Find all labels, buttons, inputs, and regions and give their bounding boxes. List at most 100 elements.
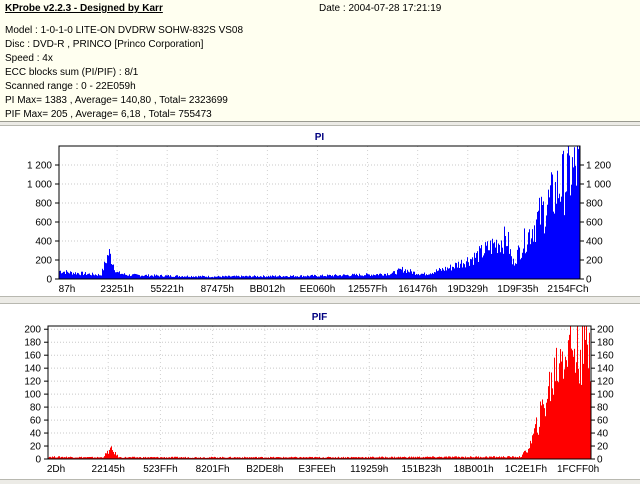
data-bar [160,457,161,459]
data-bar [113,264,114,279]
data-bar [387,457,388,459]
data-bar [115,452,116,459]
data-bar [489,250,490,279]
data-bar [323,457,324,459]
data-bar [173,276,174,279]
data-bar [575,165,576,279]
data-bar [550,185,551,279]
data-bar [412,273,413,279]
data-bar [348,275,349,279]
data-bar [99,275,100,279]
data-bar [568,340,569,459]
data-bar [264,276,265,279]
y-tick-label-right: 120 [597,377,614,388]
data-bar [197,277,198,279]
data-bar [347,456,348,459]
data-bar [162,276,163,279]
data-bar [326,457,327,459]
data-bar [82,457,83,459]
data-bar [215,457,216,459]
data-bar [429,274,430,279]
disc-info: Disc : DVD-R , PRINCO [Princo Corporatio… [5,39,204,50]
data-bar [487,241,488,279]
data-bar [60,457,61,459]
data-bar [557,170,558,279]
data-bar [187,457,188,459]
data-bar [572,350,573,459]
data-bar [340,457,341,459]
data-bar [254,275,255,279]
data-bar [325,276,326,279]
data-bar [387,273,388,279]
data-bar [559,193,560,279]
data-bar [495,457,496,459]
data-bar [277,457,278,459]
data-bar [343,274,344,279]
y-tick-label-right: 1 200 [586,161,611,172]
data-bar [89,273,90,279]
data-bar [477,251,478,279]
data-bar [304,276,305,279]
y-tick-label-left: 100 [24,390,41,401]
data-bar [124,457,125,459]
y-tick-label-right: 200 [597,325,614,336]
data-bar [461,456,462,459]
data-bar [510,456,511,459]
pi-chart-panel: PI 0 0 200 200 400 400 600 600 800 800 1 000 1 000 1 … [0,125,640,297]
data-bar [104,261,105,279]
data-bar [52,456,53,459]
data-bar [64,271,65,279]
data-bar [481,457,482,459]
data-bar [448,456,449,459]
data-bar [287,276,288,279]
data-bar [87,457,88,459]
data-bar [447,267,448,279]
data-bar [534,225,535,279]
data-bar [484,457,485,459]
data-bar [446,270,447,279]
data-bar [516,263,517,279]
data-bar [153,457,154,459]
data-bar [468,262,469,279]
data-bar [213,457,214,459]
data-bar [393,457,394,459]
data-bar [252,457,253,459]
data-bar [216,457,217,459]
data-bar [450,456,451,459]
data-bar [255,275,256,279]
data-bar [547,204,548,279]
data-bar [70,456,71,459]
data-bar [380,457,381,459]
data-bar [289,276,290,279]
data-bar [377,274,378,279]
y-tick-label-left: 800 [35,199,52,210]
data-bar [237,276,238,279]
x-tick-label: 2154FCh [547,284,588,295]
data-bar [466,261,467,279]
data-bar [71,456,72,459]
data-bar [274,276,275,279]
data-bar [68,457,69,459]
data-bar [553,394,554,459]
data-bar [236,457,237,459]
data-bar [451,270,452,279]
data-bar [332,275,333,279]
data-bar [313,276,314,279]
data-bar [582,326,583,459]
data-bar [398,456,399,459]
data-bar [396,457,397,459]
data-bar [154,274,155,279]
data-bar [573,356,574,459]
data-bar [80,457,81,459]
x-tick-label: 1C2E1Fh [505,464,547,475]
data-bar [447,457,448,459]
data-bar [569,334,570,459]
data-bar [503,456,504,459]
data-bar [253,276,254,279]
data-bar [116,272,117,279]
data-bar [242,276,243,279]
data-bar [94,275,95,279]
data-bar [220,276,221,279]
y-tick-label-left: 60 [30,416,42,427]
data-bar [62,272,63,279]
